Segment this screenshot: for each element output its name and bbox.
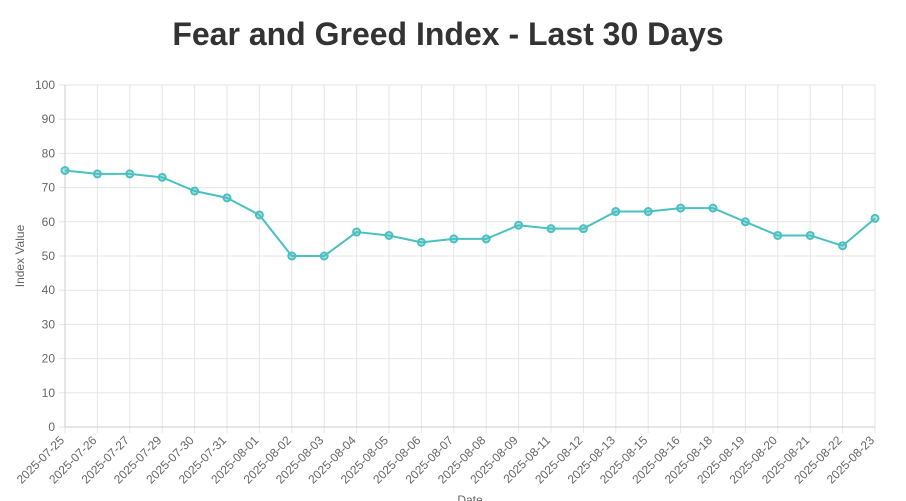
y-tick-label: 70 — [42, 181, 56, 195]
point — [740, 217, 750, 227]
point — [870, 213, 880, 223]
point — [546, 224, 556, 234]
point — [190, 186, 200, 196]
point — [416, 237, 426, 247]
point — [578, 224, 588, 234]
y-tick-label: 0 — [48, 420, 55, 434]
point — [287, 251, 297, 261]
line — [64, 169, 876, 257]
chart-title: Fear and Greed Index - Last 30 Days — [172, 16, 723, 52]
y-tick-label: 100 — [35, 78, 55, 92]
y-tick-label: 60 — [42, 215, 56, 229]
y-tick-label: 80 — [42, 146, 56, 160]
y-axis-title: Index Value — [13, 224, 27, 287]
point — [643, 207, 653, 217]
point — [92, 169, 102, 179]
point — [773, 230, 783, 240]
x-axis-title: Date — [457, 493, 483, 501]
point — [125, 169, 135, 179]
point — [838, 241, 848, 251]
point — [352, 227, 362, 237]
point — [676, 203, 686, 213]
point — [157, 172, 167, 182]
point — [222, 193, 232, 203]
point — [449, 234, 459, 244]
point — [254, 210, 264, 220]
point — [611, 207, 621, 217]
y-tick-label: 30 — [42, 317, 56, 331]
point — [319, 251, 329, 261]
y-tick-label: 90 — [42, 112, 56, 126]
y-tick-label: 40 — [42, 283, 56, 297]
point — [805, 230, 815, 240]
point — [481, 234, 491, 244]
point — [514, 220, 524, 230]
point — [708, 203, 718, 213]
point — [60, 166, 70, 175]
y-tick-label: 10 — [42, 386, 56, 400]
point — [384, 230, 394, 240]
y-tick-label: 20 — [42, 352, 56, 366]
y-tick-label: 50 — [42, 249, 56, 263]
